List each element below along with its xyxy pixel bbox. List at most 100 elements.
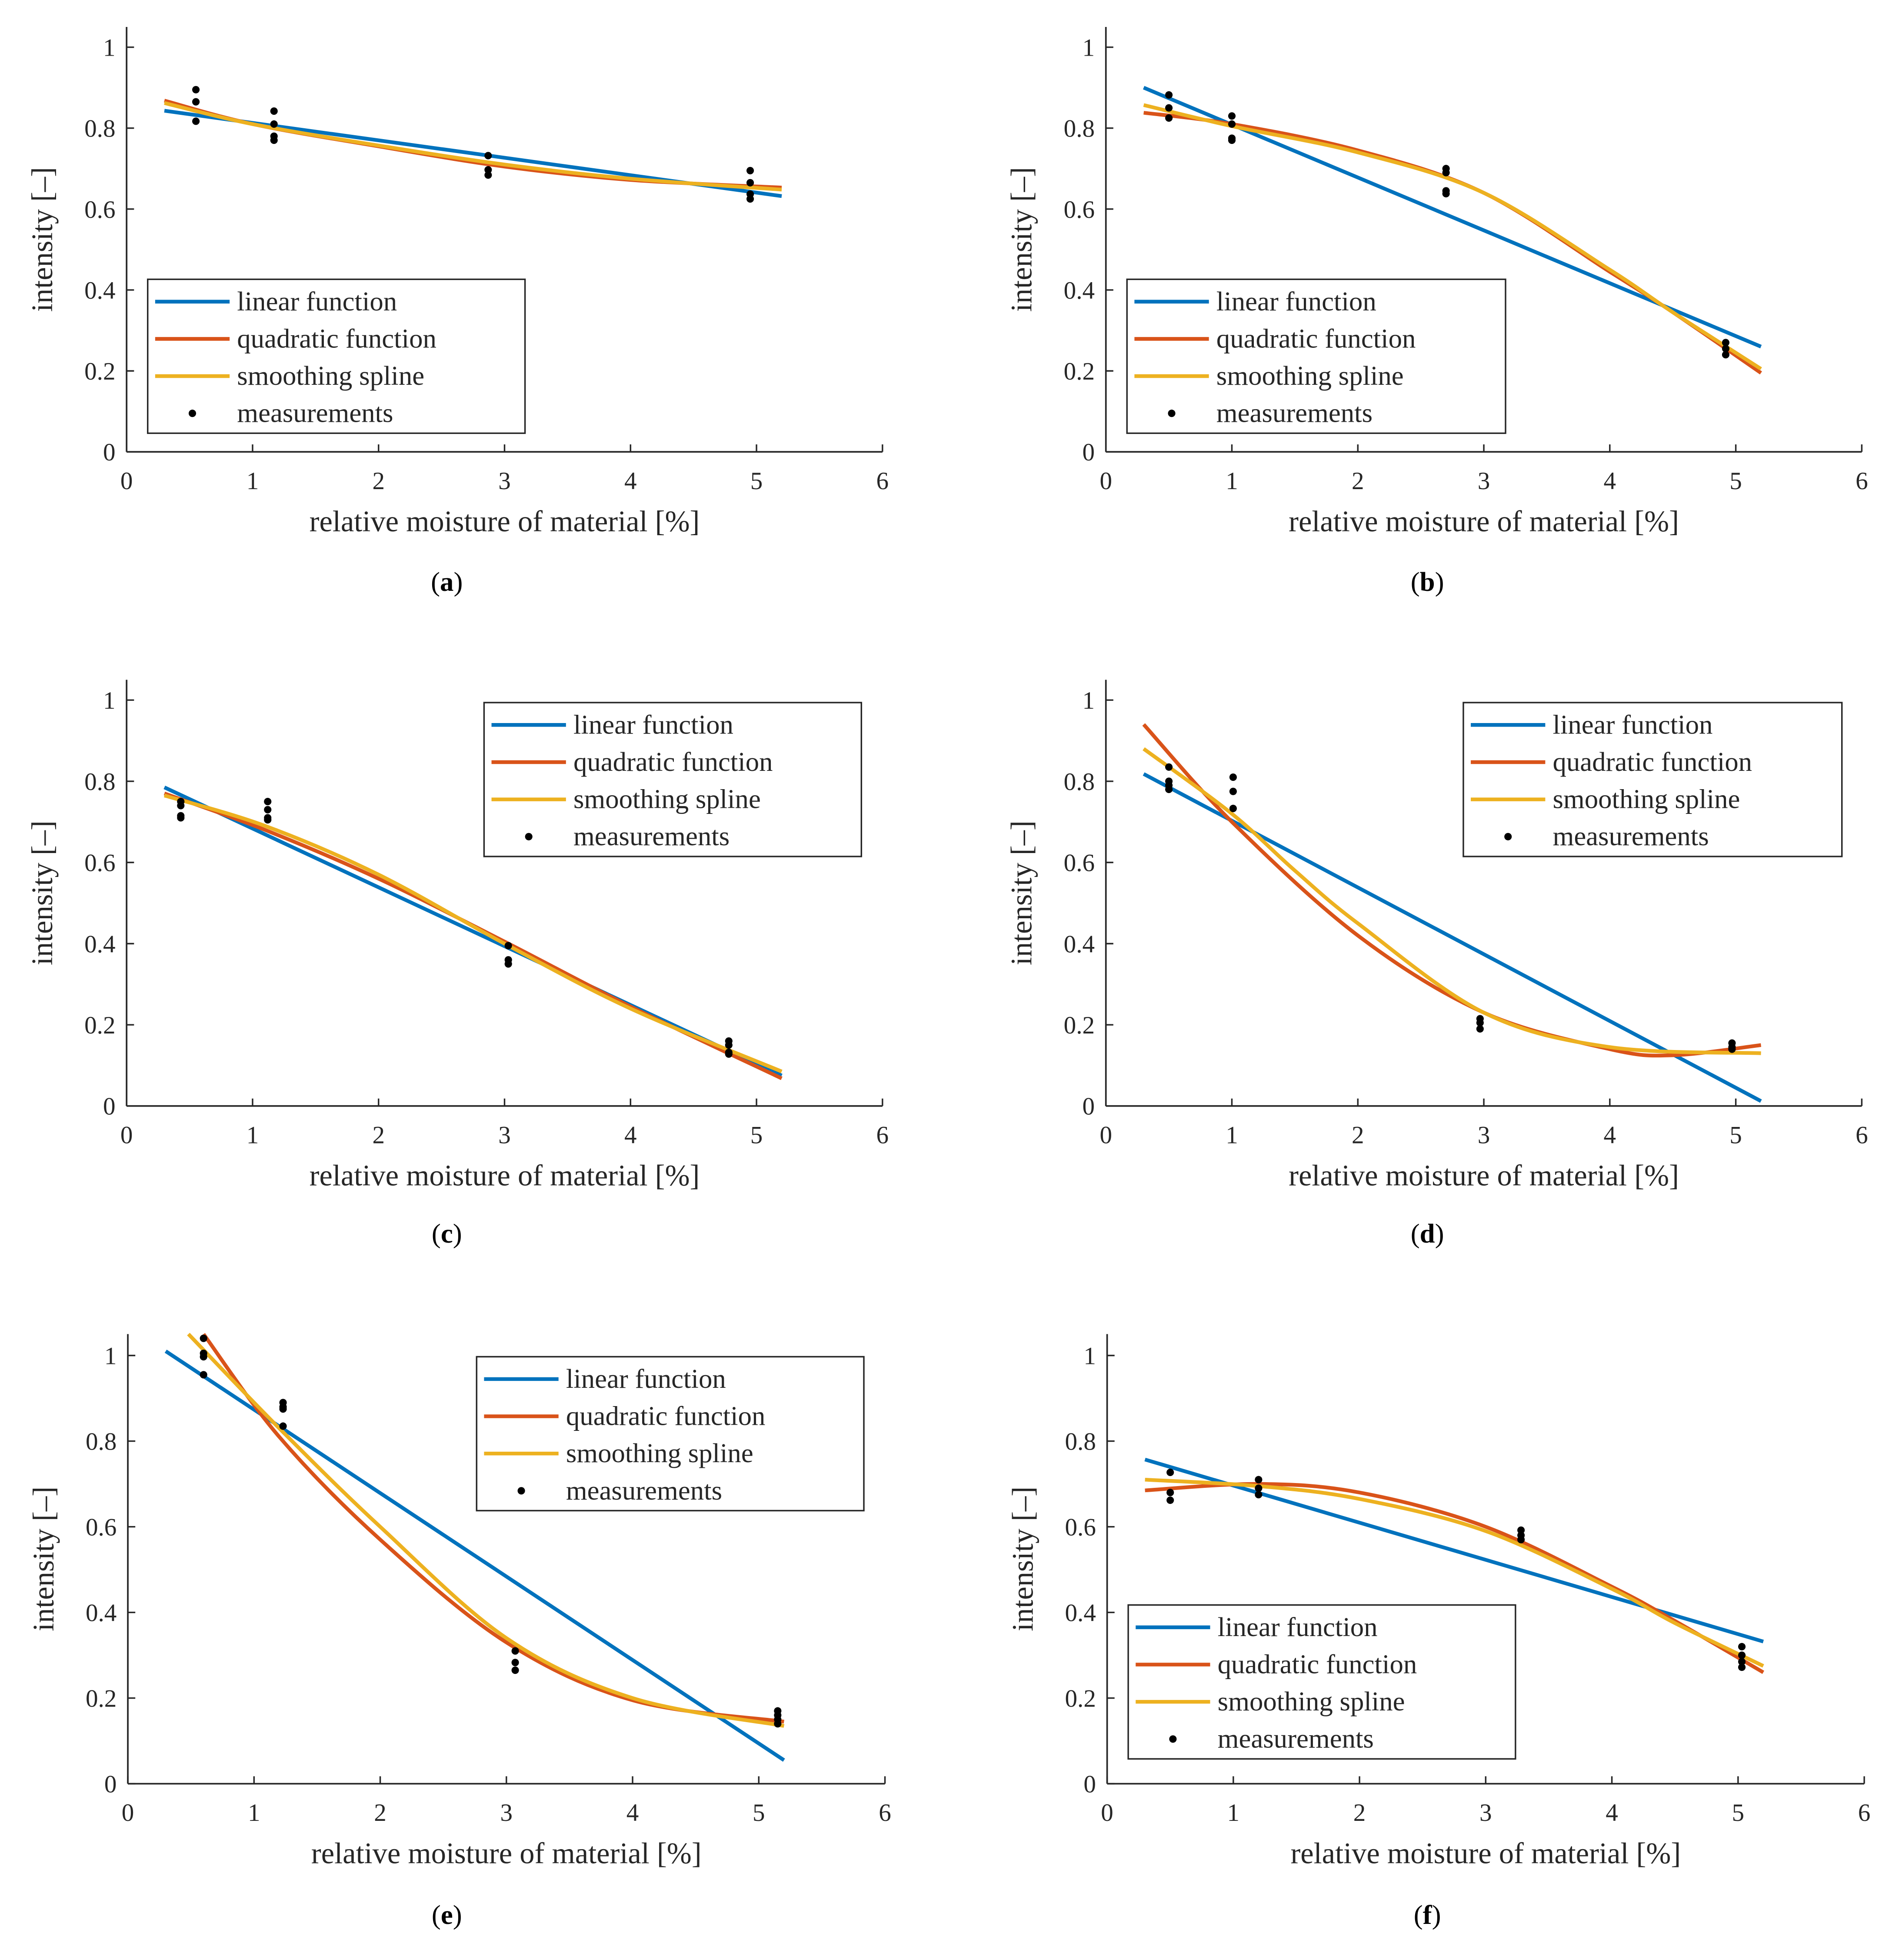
spline-series-line [187,1333,785,1728]
measurement-point [484,152,492,160]
y-tick-label: 1 [1083,1343,1096,1370]
measurement-point [484,166,492,174]
x-tick-label: 3 [498,1121,511,1149]
y-tick-label: 0.6 [84,196,115,223]
measurement-point [264,798,272,806]
x-tick-label: 4 [1606,1799,1618,1827]
measurement-point [1228,120,1236,128]
x-tick-label: 5 [750,1121,763,1149]
legend-label: quadratic function [1553,747,1752,777]
measurement-point [746,195,754,203]
caption-letter: d [1420,1218,1435,1249]
x-tick-label: 3 [498,467,511,495]
legend-label: measurements [1553,821,1709,851]
x-axis-label: relative moisture of material [%] [310,505,700,538]
measurement-point [1722,339,1729,347]
legend: linear function quadratic function smoothi… [483,702,863,857]
legend-label: quadratic function [237,323,436,353]
legend-label: linear function [573,709,733,740]
legend-label: smoothing spline [566,1438,753,1468]
spline-series-line [163,793,783,1073]
measurements-legend-marker [525,833,533,840]
y-axis-label: intensity [–] [1005,820,1038,965]
measurement-point [1476,1025,1484,1033]
x-tick-label: 0 [120,1121,133,1149]
quadratic-series-line [1145,1482,1765,1674]
x-tick-label: 1 [247,1121,259,1149]
x-tick-label: 2 [374,1799,386,1827]
measurement-point [746,167,754,174]
measurement-point [1165,763,1173,771]
y-tick-label: 0.4 [84,277,115,304]
y-tick-label: 0.8 [1064,115,1095,143]
legend-label: quadratic function [1216,323,1416,353]
measurement-point [725,1041,733,1049]
y-tick-label: 0.4 [86,1600,117,1627]
measurement-point [200,1334,207,1342]
x-tick-label: 0 [1101,1799,1113,1827]
panel-caption: (a) [431,567,463,597]
quadratic-series-line [1142,723,1762,1058]
y-tick-label: 0.6 [86,1514,117,1541]
y-tick-label: 0 [104,1771,117,1798]
measurement-point [1165,91,1173,99]
caption-letter: c [441,1218,453,1249]
y-tick-label: 0.2 [1064,358,1095,385]
measurement-point [1517,1526,1525,1534]
panel-caption: (b) [1411,567,1444,597]
legend-label: smoothing spline [1553,784,1740,814]
y-tick-label: 0.8 [1064,768,1095,796]
x-axis-label: relative moisture of material [%] [1289,505,1679,538]
caption-letter: f [1423,1900,1433,1930]
x-tick-label: 6 [876,467,889,495]
measurements-legend-marker [1504,833,1512,840]
measurement-point [1728,1045,1736,1053]
panel-caption: (c) [432,1218,462,1249]
chart-panel-a: 0 1 2 3 4 5 6 0 0.2 0.4 0.6 0.8 1 relative moisture o… [26,27,889,597]
legend-box [147,278,526,434]
measurement-point [1442,169,1450,177]
measurement-point [511,1659,519,1667]
x-axis-label: relative moisture of material [%] [1290,1837,1681,1870]
y-tick-label: 1 [104,1343,117,1370]
measurements-legend-marker [517,1487,525,1495]
y-tick-label: 0 [1083,1771,1096,1798]
measurement-point [1165,104,1173,112]
spline-series-line [1143,747,1761,1055]
legend-label: quadratic function [1218,1649,1417,1679]
y-tick-label: 0.6 [1064,196,1095,223]
chart-panel-c: 0 1 2 3 4 5 6 0 0.2 0.4 0.6 0.8 1 relative moisture o… [26,680,889,1249]
legend-label: smoothing spline [1216,360,1404,391]
x-tick-label: 3 [1478,1121,1490,1149]
measurement-point [270,137,278,144]
y-tick-label: 1 [103,34,116,62]
measurements-legend-marker [1168,410,1176,417]
y-tick-label: 0.8 [84,768,115,796]
y-tick-label: 0.2 [1065,1685,1096,1713]
legend-label: measurements [566,1475,722,1506]
measurement-point [177,802,185,810]
y-tick-label: 0.6 [84,850,115,877]
x-tick-label: 3 [1479,1799,1492,1827]
y-tick-label: 0.2 [86,1685,117,1713]
y-tick-label: 0 [1082,439,1095,466]
x-tick-label: 6 [876,1121,889,1149]
measurements-legend-marker [188,410,197,417]
x-tick-label: 1 [1227,1799,1240,1827]
legend-label: smoothing spline [237,360,424,391]
measurement-point [192,86,200,93]
legend: linear function quadratic function smoothi… [476,1356,865,1512]
x-tick-label: 2 [372,467,385,495]
legend-box [1127,1604,1516,1760]
x-tick-label: 1 [248,1799,260,1827]
legend-label: linear function [237,286,397,317]
x-axis-label: relative moisture of material [%] [310,1159,700,1192]
y-tick-label: 0.8 [84,115,115,143]
measurement-point [504,960,512,968]
x-tick-label: 1 [1226,467,1238,495]
chart-panel-f: 0 1 2 3 4 5 6 0 0.2 0.4 0.6 0.8 1 relative moisture o… [1006,1334,1870,1930]
x-tick-label: 6 [1858,1799,1871,1827]
measurements-legend-marker [1169,1735,1177,1743]
legend-label: measurements [1218,1723,1374,1754]
